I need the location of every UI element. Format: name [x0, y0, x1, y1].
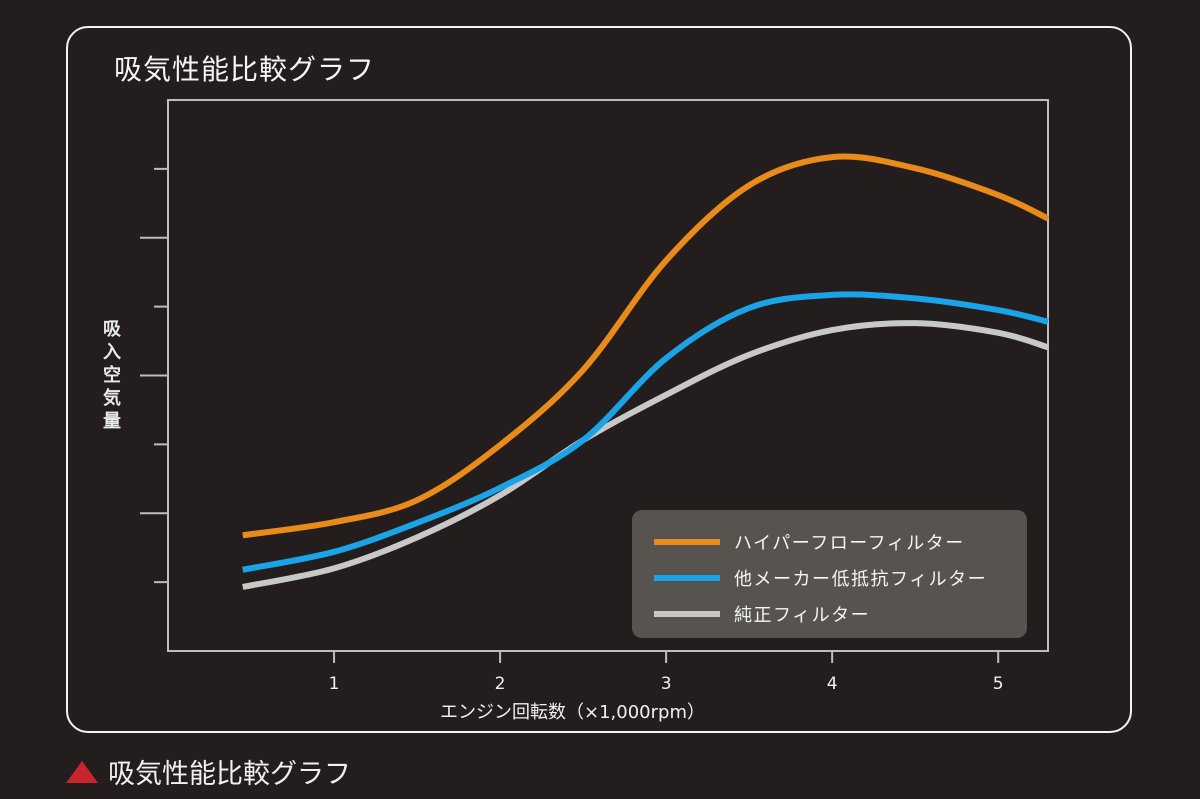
legend-swatch-gray — [654, 611, 720, 617]
y-axis-label-char: 吸 — [103, 319, 121, 340]
legend: ハイパーフローフィルター 他メーカー低抵抗フィルター 純正フィルター — [632, 510, 1027, 638]
y-axis-label: 吸入空気量 — [100, 318, 124, 433]
legend-item-genuine: 純正フィルター — [654, 596, 1027, 632]
y-ticks — [140, 167, 168, 584]
y-axis-label-char: 量 — [103, 411, 121, 432]
x-tick-label: 1 — [328, 674, 340, 694]
caption-text: 吸気性能比較グラフ — [108, 759, 351, 790]
series-line-other-maker — [242, 291, 1049, 573]
legend-label: ハイパーフローフィルター — [734, 533, 965, 554]
legend-swatch-blue — [654, 575, 720, 581]
figure-caption: 吸気性能比較グラフ — [66, 752, 351, 791]
legend-label: 他メーカー低抵抗フィルター — [734, 569, 988, 590]
legend-label: 純正フィルター — [734, 605, 871, 626]
x-ticks — [333, 651, 1000, 663]
x-tick-label: 5 — [992, 674, 1004, 694]
x-tick-label: 2 — [494, 674, 506, 694]
y-axis-label-char: 気 — [103, 388, 121, 409]
x-tick-label: 4 — [826, 674, 838, 694]
legend-item-other-maker: 他メーカー低抵抗フィルター — [654, 560, 1027, 596]
series-line-hyperflow — [242, 153, 1050, 539]
series-line-genuine — [242, 320, 1049, 590]
chart-title: 吸気性能比較グラフ — [114, 53, 376, 86]
legend-item-hyperflow: ハイパーフローフィルター — [654, 524, 1027, 560]
y-axis-label-char: 空 — [103, 365, 121, 386]
chart-card — [66, 26, 1132, 733]
legend-swatch-orange — [654, 539, 720, 545]
x-axis-label: エンジン回転数（×1,000rpm） — [440, 702, 705, 723]
series-lines — [242, 153, 1050, 590]
y-axis-label-char: 入 — [103, 342, 121, 363]
x-tick-label: 3 — [660, 674, 672, 694]
red-triangle-icon — [66, 760, 98, 783]
